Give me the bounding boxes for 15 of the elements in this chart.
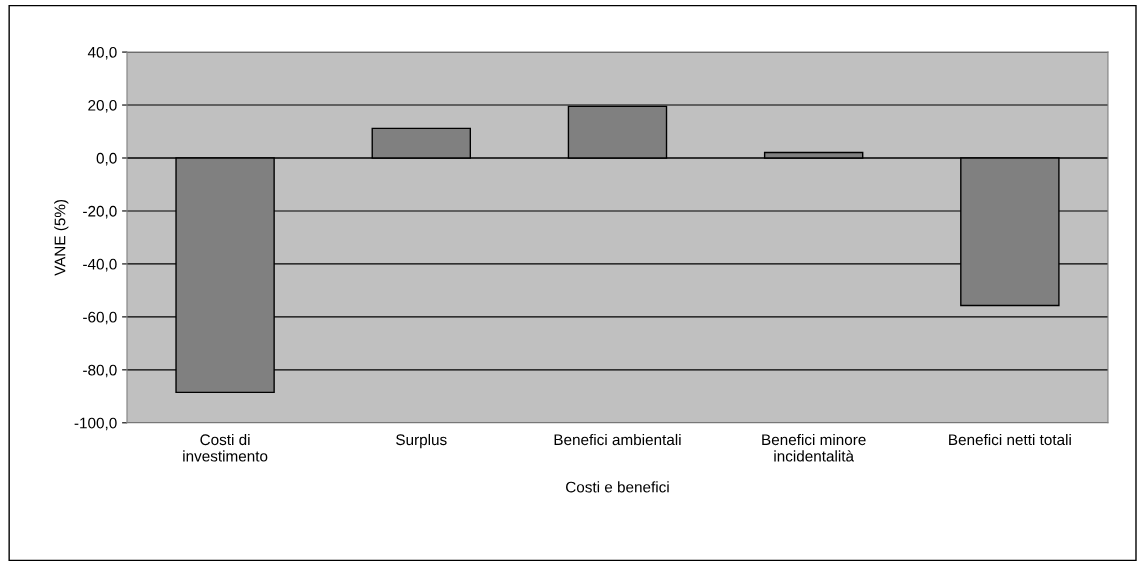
x-tick-label: Surplus [396,433,447,449]
x-axis-title: Costi e benefici [566,481,669,493]
x-tick-label: Costi di investimento [183,433,268,462]
y-tick-label: -60,0 [83,311,117,325]
y-tick-label: 40,0 [87,46,117,60]
x-tick-label: Benefici ambientali [554,433,681,446]
y-tick-label: -100,0 [74,417,117,431]
x-tick-label: Benefici minore incidentalità [762,433,866,462]
y-axis-title: VANE (5%) [54,199,69,276]
y-tick-label: 0,0 [96,152,117,166]
y-tick-label: -80,0 [83,364,117,378]
y-tick-label: -20,0 [83,205,117,219]
y-tick-label: 20,0 [88,99,117,113]
y-tick-label: -40,0 [83,258,117,272]
x-tick-label: Benefici netti totali [949,433,1071,446]
